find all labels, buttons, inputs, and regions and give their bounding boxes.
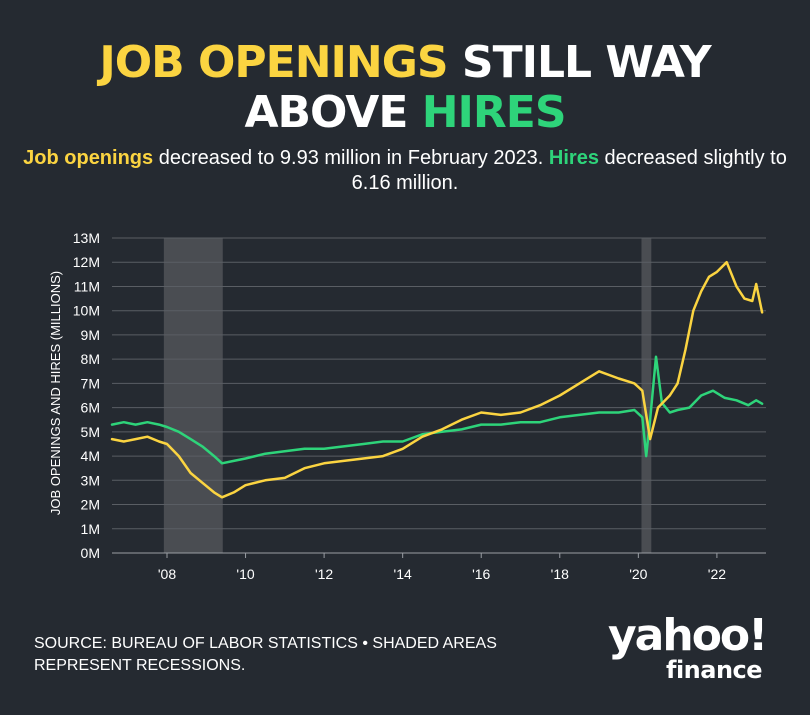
x-tick-label: '18 [551,566,569,582]
y-tick-label: 9M [81,327,100,343]
recession-band-1 [641,238,652,553]
logo-product: finance [666,656,763,684]
y-tick-label: 6M [81,400,100,416]
y-tick-label: 0M [81,545,100,561]
y-tick-label: 11M [74,278,100,294]
x-tick-label: '20 [629,566,647,582]
x-tick-label: '10 [236,566,254,582]
x-tick-label: '22 [708,566,726,582]
y-tick-label: 10M [73,303,100,319]
y-tick-label: 7M [81,375,100,391]
y-tick-label: 2M [81,497,100,513]
y-tick-label: 8M [81,351,100,367]
recession-bands [163,238,652,553]
x-tick-label: '14 [394,566,412,582]
subtitle-openings-key: Job openings [23,147,154,169]
title-still-way: STILL WAY [447,37,712,88]
title-job-openings: JOB OPENINGS [99,37,448,88]
recession-band-0 [163,238,223,553]
title-above: ABOVE [244,87,422,138]
y-tick-label: 5M [81,424,100,440]
x-axis-ticks: '08 '10 '12 '14 '16 '18 '20 '22 [158,553,726,582]
source-note: SOURCE: BUREAU OF LABOR STATISTICS • SHA… [34,635,497,674]
subtitle-text-2: decreased slightly to 6.16 million. [351,147,787,194]
series-lines [110,260,764,499]
x-tick-label: '08 [158,566,176,582]
y-tick-label: 12M [73,254,100,270]
logo-brand: yahoo! [608,610,768,661]
chart-subtitle: Job openings decreased to 9.93 million i… [20,146,790,196]
y-tick-label: 13M [73,230,100,246]
x-tick-label: '16 [472,566,490,582]
subtitle-hires-key: Hires [548,147,599,169]
yahoo-finance-logo: yahoo! finance [608,612,778,692]
title-hires: HIRES [421,87,567,138]
openings-line [110,260,764,499]
x-tick-label: '12 [315,566,333,582]
chart-title: JOB OPENINGS STILL WAY ABOVE HIRES [0,38,810,138]
hires-line [110,355,764,465]
subtitle-text-1: decreased to 9.93 million in February 20… [153,147,549,169]
y-axis-ticks: 0M 1M 2M 3M 4M 5M 6M 7M 8M 9M 10M 11M 12M 13M [73,230,100,561]
y-tick-label: 1M [81,521,100,537]
y-tick-label: 3M [81,472,100,488]
y-axis-label: JOB OPENINGS AND HIRES (MILLIONS) [48,271,63,515]
y-tick-label: 4M [81,448,100,464]
